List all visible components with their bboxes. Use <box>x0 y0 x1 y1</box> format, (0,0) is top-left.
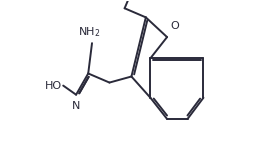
Text: N: N <box>72 101 80 111</box>
Text: HO: HO <box>45 81 62 91</box>
Text: O: O <box>170 21 179 31</box>
Text: NH$_2$: NH$_2$ <box>78 25 100 39</box>
